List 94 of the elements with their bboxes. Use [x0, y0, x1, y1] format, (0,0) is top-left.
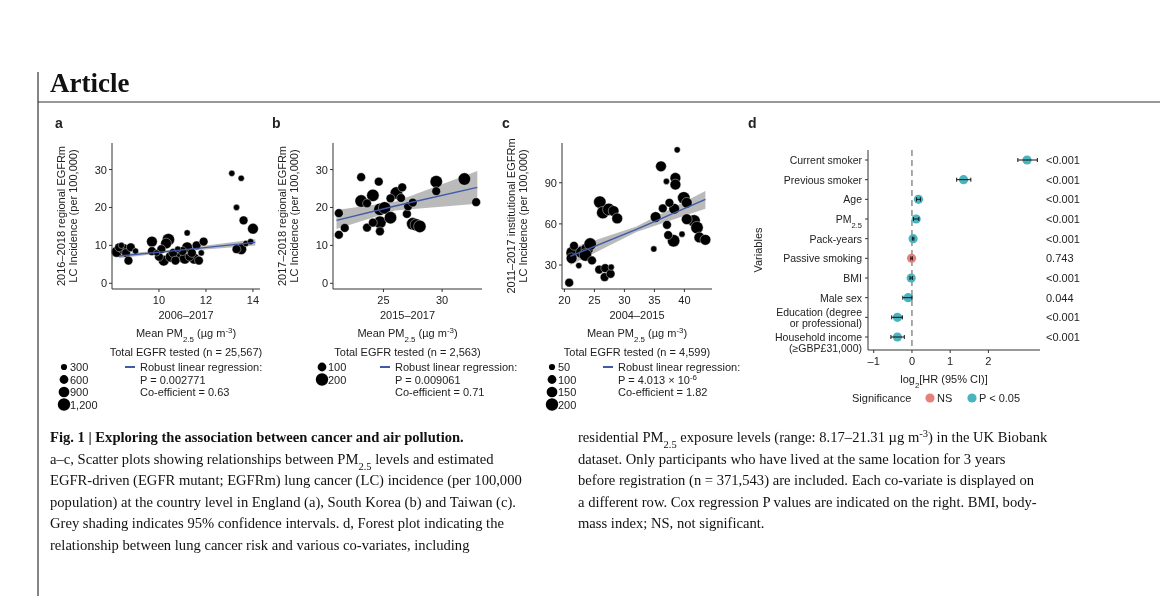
text: Co-efficient = 0.63 [140, 386, 230, 398]
y2-tick-label: <0.001 [1046, 154, 1080, 166]
x-tick-label: 0 [908, 355, 916, 367]
legend-label: NS [937, 392, 953, 404]
y-tick-label: 10 [94, 239, 107, 252]
y2-tick-label: 0.743 [1046, 252, 1074, 265]
x-tick-label: –1 [867, 355, 880, 367]
text: Grey shading indicates 95% confidence intervals. d, Forest plot indicating the [50, 515, 504, 532]
text: before registration (n = 371,543) are included. Each co-variate is displayed on [578, 472, 1035, 490]
text: Fig. 1 | Exploring the association between cancer and air pollution. [50, 429, 464, 445]
chart-title: c [502, 115, 510, 131]
x-axis-title: 2006–2017 Mean PM$_{2.5}$ (µg m$^{-3}$) [135, 309, 237, 344]
text: P = 0.002771 [140, 373, 206, 386]
y-axis-title: Variables [752, 226, 764, 273]
text: Article [50, 68, 130, 98]
legend-label: 300 [70, 361, 89, 373]
x-tick-label: 20 [558, 294, 571, 306]
text: mass index; NS, not significant. [578, 515, 765, 532]
y2-tick-label: <0.001 [1046, 193, 1080, 206]
legend-label: 900 [70, 386, 89, 398]
text: dataset. Only participants who have lived at the same location for 3 years [578, 450, 1006, 467]
x-tick-label: 2 [985, 355, 992, 367]
y2-tick-label: <0.001 [1046, 311, 1080, 324]
legend-label: 100 [558, 373, 577, 386]
x-tick-label: 14 [246, 294, 260, 306]
x-tick-label: 1 [947, 355, 954, 367]
text: d [748, 115, 757, 131]
x-tick-label: 25 [588, 294, 601, 306]
x-axis-title: 2004–2015 Mean PM$_{2.5}$ (µg m$^{-3}$) [586, 309, 688, 344]
x-tick-label: 25 [377, 294, 390, 306]
y2-tick-label: <0.001 [1046, 331, 1080, 343]
y-tick-label: 0 [321, 277, 328, 290]
legend-label: 100 [328, 361, 347, 373]
legend-label: Robust linear regression: [140, 361, 263, 373]
legend-title: Significance [852, 392, 912, 404]
legend-title: Total EGFR tested (n = 4,599) [563, 346, 711, 358]
y-tick-label: Age [843, 193, 863, 206]
legend-label: 200 [558, 398, 577, 411]
x-axis-title: 2015–2017 Mean PM$_{2.5}$ (µg m$^{-3}$) [357, 309, 458, 344]
y-tick-label: 20 [315, 201, 328, 214]
y2-tick-label: <0.001 [1046, 272, 1080, 284]
y-axis-title: 2017–2018 regional EGFRm LC Incidence (per 100,000) [276, 145, 300, 287]
text: Co-efficient = 0.71 [395, 386, 485, 398]
legend-label: 600 [70, 373, 89, 386]
y-tick-label: Pack-years [809, 232, 862, 245]
y2-tick-label: <0.001 [1046, 173, 1080, 186]
y-tick-label: Current smoker [789, 154, 863, 166]
legend-label: Robust linear regression: [395, 361, 518, 373]
text: population) at the country level in England (a), South Korea (b) and Taiwan (c). [50, 493, 516, 511]
x-axis-title: log$_{2}$[HR (95% CI)] [900, 373, 988, 390]
x-tick-label: 10 [152, 294, 166, 306]
legend-label: P < 0.05 [979, 392, 1021, 404]
y-tick-label: BMI [843, 272, 862, 284]
y-tick-label: 30 [315, 163, 328, 176]
legend-label: 1,200 [70, 398, 98, 411]
chart-title: b [272, 115, 281, 131]
legend-label: 200 [328, 373, 347, 386]
text: residential PM$_{2.5}$ exposure levels (range: 8.17–21.31 µg m$^{-3}$) in the UK Biobank [578, 427, 1048, 450]
text: a different row. Cox regression P values are indicated on the right. BMI, body- [578, 493, 1037, 510]
text: relationship between lung cancer risk and various co-variates, including [50, 537, 471, 553]
y-tick-label: PM$_{2.5}$ [835, 213, 862, 230]
y-tick-label: 30 [544, 259, 557, 272]
x-tick-label: 30 [435, 294, 449, 306]
text: P = 0.009061 [395, 373, 461, 386]
y2-tick-label: <0.001 [1046, 213, 1080, 225]
x-tick-label: 35 [648, 294, 661, 306]
y-tick-label: 0 [100, 277, 107, 290]
x-tick-label: 40 [678, 294, 691, 306]
chart-title: a [55, 115, 63, 131]
text: P = 4.013 × 10$^{-6}$ [618, 372, 698, 386]
y-tick-label: Male sex [819, 291, 863, 304]
y-tick-label: 20 [94, 201, 107, 214]
x-tick-label: 12 [199, 294, 213, 306]
legend-label: 50 [558, 361, 571, 373]
y-tick-label: Household income (≥GBP£31,000) [775, 331, 863, 354]
y-tick-label: 30 [94, 163, 107, 176]
text: a–c, Scatter plots showing relationships between PM$_{2.5}$ levels and estimated [50, 450, 495, 472]
y-tick-label: Passive smoking [783, 252, 863, 265]
text: Co-efficient = 1.82 [618, 386, 708, 398]
y-tick-label: Education (degree or professional) [776, 305, 863, 329]
y-axis-title: 2011–2017 institutional EGFRm LC Incidence (per 100,000) [505, 138, 529, 294]
y-tick-label: 90 [544, 176, 557, 189]
y2-tick-label: <0.001 [1046, 232, 1080, 245]
y-tick-label: 10 [315, 239, 328, 252]
legend-title: Total EGFR tested (n = 2,563) [334, 346, 481, 358]
y-tick-label: 60 [544, 217, 557, 230]
legend-label: Robust linear regression: [618, 361, 741, 373]
text: EGFR-driven (EGFR mutant; EGFRm) lung cancer (LC) incidence (per 100,000 [50, 472, 522, 490]
x-tick-label: 30 [618, 294, 631, 306]
y-axis-title: 2016–2018 regional EGFRm LC Incidence (per 100,000) [55, 145, 79, 287]
y-tick-label: Previous smoker [783, 173, 863, 186]
legend-title: Total EGFR tested (n = 25,567) [109, 346, 263, 358]
y2-tick-label: 0.044 [1046, 291, 1074, 304]
legend-label: 150 [558, 386, 577, 398]
